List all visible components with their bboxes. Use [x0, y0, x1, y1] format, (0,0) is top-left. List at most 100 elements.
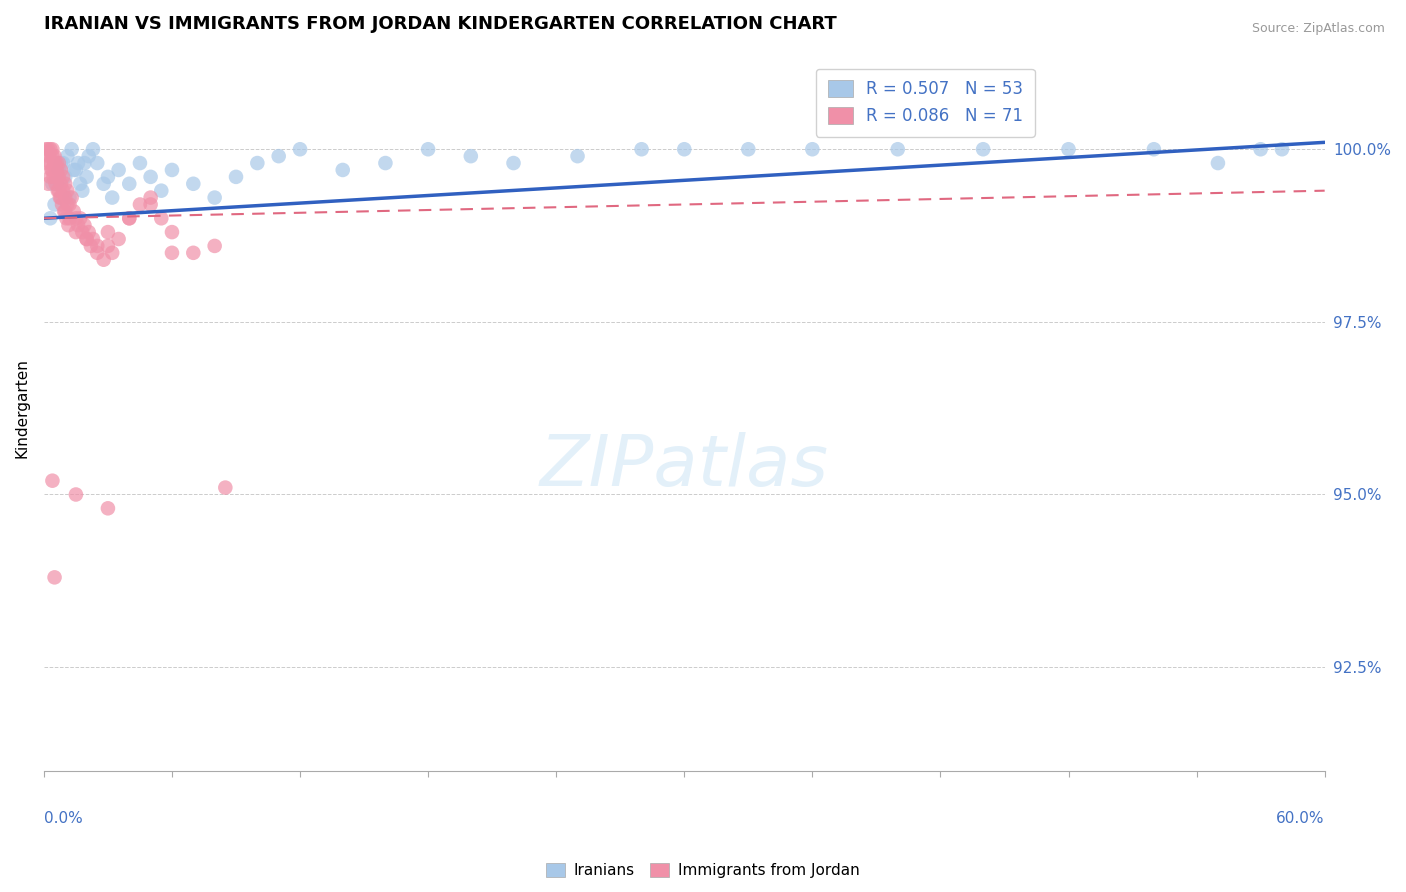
- Point: [460, 149, 482, 163]
- Point: [48, 184, 70, 198]
- Point: [118, 211, 141, 226]
- Point: [65, 487, 87, 501]
- Point: [53, 191, 76, 205]
- Point: [1206, 156, 1229, 170]
- Point: [53, 177, 76, 191]
- Text: 0.0%: 0.0%: [44, 811, 83, 826]
- Point: [77, 149, 100, 163]
- Point: [801, 142, 824, 156]
- Point: [56, 149, 79, 163]
- Point: [502, 156, 524, 170]
- Point: [62, 163, 84, 178]
- Point: [160, 245, 183, 260]
- Point: [214, 481, 236, 495]
- Point: [35, 142, 58, 156]
- Point: [1057, 142, 1080, 156]
- Point: [53, 204, 76, 219]
- Point: [160, 225, 183, 239]
- Point: [887, 142, 910, 156]
- Point: [51, 197, 73, 211]
- Point: [49, 156, 72, 170]
- Point: [160, 163, 183, 178]
- Point: [76, 169, 98, 184]
- Point: [86, 239, 108, 253]
- Point: [97, 501, 120, 516]
- Point: [93, 252, 115, 267]
- Point: [97, 239, 120, 253]
- Point: [44, 156, 66, 170]
- Point: [129, 197, 152, 211]
- Point: [97, 169, 120, 184]
- Point: [60, 142, 83, 156]
- Point: [73, 156, 96, 170]
- Point: [49, 177, 72, 191]
- Point: [37, 142, 59, 156]
- Point: [45, 177, 67, 191]
- Point: [118, 177, 141, 191]
- Point: [139, 197, 162, 211]
- Point: [86, 156, 108, 170]
- Y-axis label: Kindergarten: Kindergarten: [15, 359, 30, 458]
- Point: [181, 245, 204, 260]
- Point: [72, 184, 94, 198]
- Point: [37, 177, 59, 191]
- Point: [55, 211, 77, 226]
- Point: [67, 218, 90, 232]
- Point: [56, 197, 79, 211]
- Point: [107, 163, 129, 178]
- Point: [65, 211, 87, 226]
- Point: [567, 149, 589, 163]
- Point: [1271, 142, 1294, 156]
- Point: [69, 177, 91, 191]
- Point: [38, 149, 60, 163]
- Point: [44, 570, 66, 584]
- Point: [49, 191, 72, 205]
- Point: [181, 177, 204, 191]
- Point: [139, 191, 162, 205]
- Point: [58, 218, 80, 232]
- Point: [45, 156, 67, 170]
- Point: [72, 225, 94, 239]
- Point: [1143, 142, 1166, 156]
- Legend: R = 0.507   N = 53, R = 0.086   N = 71: R = 0.507 N = 53, R = 0.086 N = 71: [815, 69, 1035, 136]
- Text: IRANIAN VS IMMIGRANTS FROM JORDAN KINDERGARTEN CORRELATION CHART: IRANIAN VS IMMIGRANTS FROM JORDAN KINDER…: [44, 15, 837, 33]
- Point: [60, 191, 83, 205]
- Point: [45, 177, 67, 191]
- Point: [41, 474, 63, 488]
- Point: [48, 169, 70, 184]
- Point: [288, 142, 311, 156]
- Point: [44, 149, 66, 163]
- Text: Source: ZipAtlas.com: Source: ZipAtlas.com: [1251, 22, 1385, 36]
- Point: [53, 204, 76, 219]
- Point: [67, 156, 90, 170]
- Text: 60.0%: 60.0%: [1277, 811, 1324, 826]
- Point: [39, 211, 62, 226]
- Point: [97, 225, 120, 239]
- Point: [58, 191, 80, 205]
- Point: [73, 218, 96, 232]
- Point: [45, 169, 67, 184]
- Point: [41, 142, 63, 156]
- Point: [101, 245, 124, 260]
- Point: [972, 142, 994, 156]
- Point: [204, 191, 226, 205]
- Point: [77, 225, 100, 239]
- Point: [39, 142, 62, 156]
- Point: [69, 211, 91, 226]
- Point: [48, 163, 70, 178]
- Point: [76, 232, 98, 246]
- Point: [76, 232, 98, 246]
- Point: [53, 169, 76, 184]
- Point: [41, 177, 63, 191]
- Point: [41, 163, 63, 178]
- Point: [52, 184, 75, 198]
- Point: [52, 169, 75, 184]
- Legend: Iranians, Immigrants from Jordan: Iranians, Immigrants from Jordan: [540, 857, 866, 884]
- Point: [52, 156, 75, 170]
- Point: [374, 156, 396, 170]
- Point: [101, 191, 124, 205]
- Point: [1250, 142, 1272, 156]
- Point: [58, 211, 80, 226]
- Point: [44, 197, 66, 211]
- Point: [673, 142, 696, 156]
